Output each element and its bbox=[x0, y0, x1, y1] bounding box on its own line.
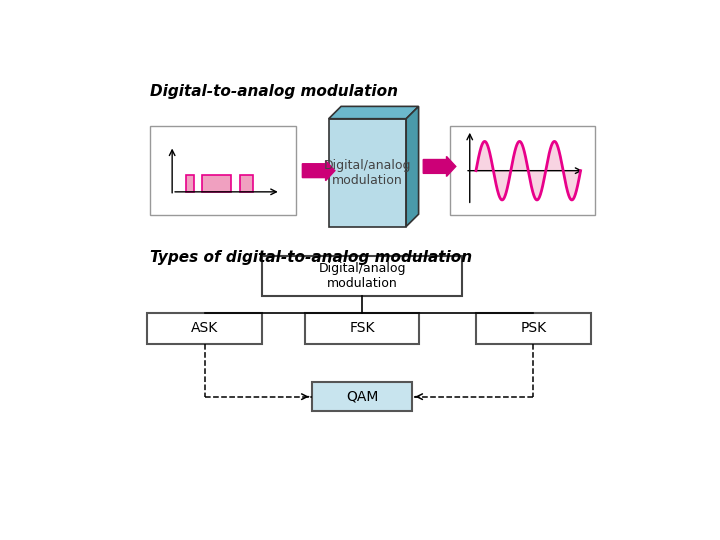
Bar bbox=[240, 175, 253, 192]
Text: FSK: FSK bbox=[349, 321, 375, 335]
Text: PSK: PSK bbox=[521, 321, 546, 335]
Bar bbox=[148, 313, 262, 343]
Bar bbox=[202, 175, 231, 192]
Bar bbox=[150, 126, 296, 215]
Bar bbox=[305, 313, 419, 343]
Polygon shape bbox=[406, 106, 418, 226]
Text: QAM: QAM bbox=[346, 390, 378, 404]
FancyArrow shape bbox=[302, 161, 335, 181]
Text: ASK: ASK bbox=[191, 321, 218, 335]
FancyArrow shape bbox=[423, 157, 456, 177]
Bar bbox=[329, 119, 406, 226]
Bar bbox=[312, 382, 413, 411]
Text: Types of digital-to-analog modulation: Types of digital-to-analog modulation bbox=[150, 249, 472, 265]
Text: Digital-to-analog modulation: Digital-to-analog modulation bbox=[150, 84, 398, 99]
Text: Digital/analog
modulation: Digital/analog modulation bbox=[318, 262, 406, 290]
Bar bbox=[186, 175, 194, 192]
Polygon shape bbox=[329, 106, 418, 119]
Bar bbox=[449, 126, 595, 215]
Bar bbox=[262, 256, 462, 296]
Text: Digital/analog
modulation: Digital/analog modulation bbox=[324, 159, 411, 187]
Bar bbox=[476, 313, 590, 343]
